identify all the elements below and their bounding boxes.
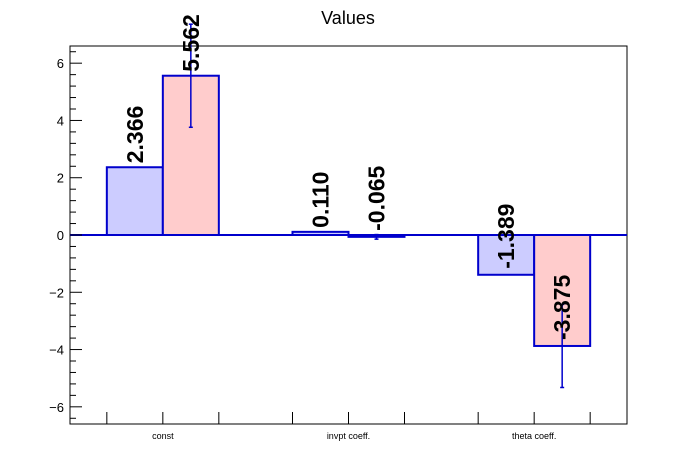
data-label: -0.065 [364,165,390,230]
x-tick-label: theta coeff. [512,431,556,441]
y-tick-label: 6 [57,56,64,71]
x-axis: const invpt coeff. theta coeff. [106,412,591,441]
data-label: 2.366 [122,106,148,164]
y-tick-label: −2 [49,285,64,300]
y-tick-label: 4 [57,113,64,128]
data-label: 0.110 [308,172,334,228]
bar [477,234,536,276]
data-labels: 2.366 5.562 0.110 -0.065 -1.389 -3.875 [122,14,575,340]
data-label: 5.562 [178,14,204,72]
y-tick-label: 2 [57,171,64,186]
y-tick-label: −4 [49,343,64,358]
y-tick-label: 0 [57,228,64,243]
x-tick-label: const [152,431,174,441]
chart-title: Values [321,8,375,28]
bar [105,166,164,237]
x-tick-label: invpt coeff. [327,431,370,441]
data-label: -1.389 [493,204,519,269]
error-bars [188,23,565,389]
data-label: -3.875 [549,275,575,340]
y-axis: −6 −4 −2 0 2 4 6 [49,51,82,419]
y-tick-label: −6 [49,400,64,415]
